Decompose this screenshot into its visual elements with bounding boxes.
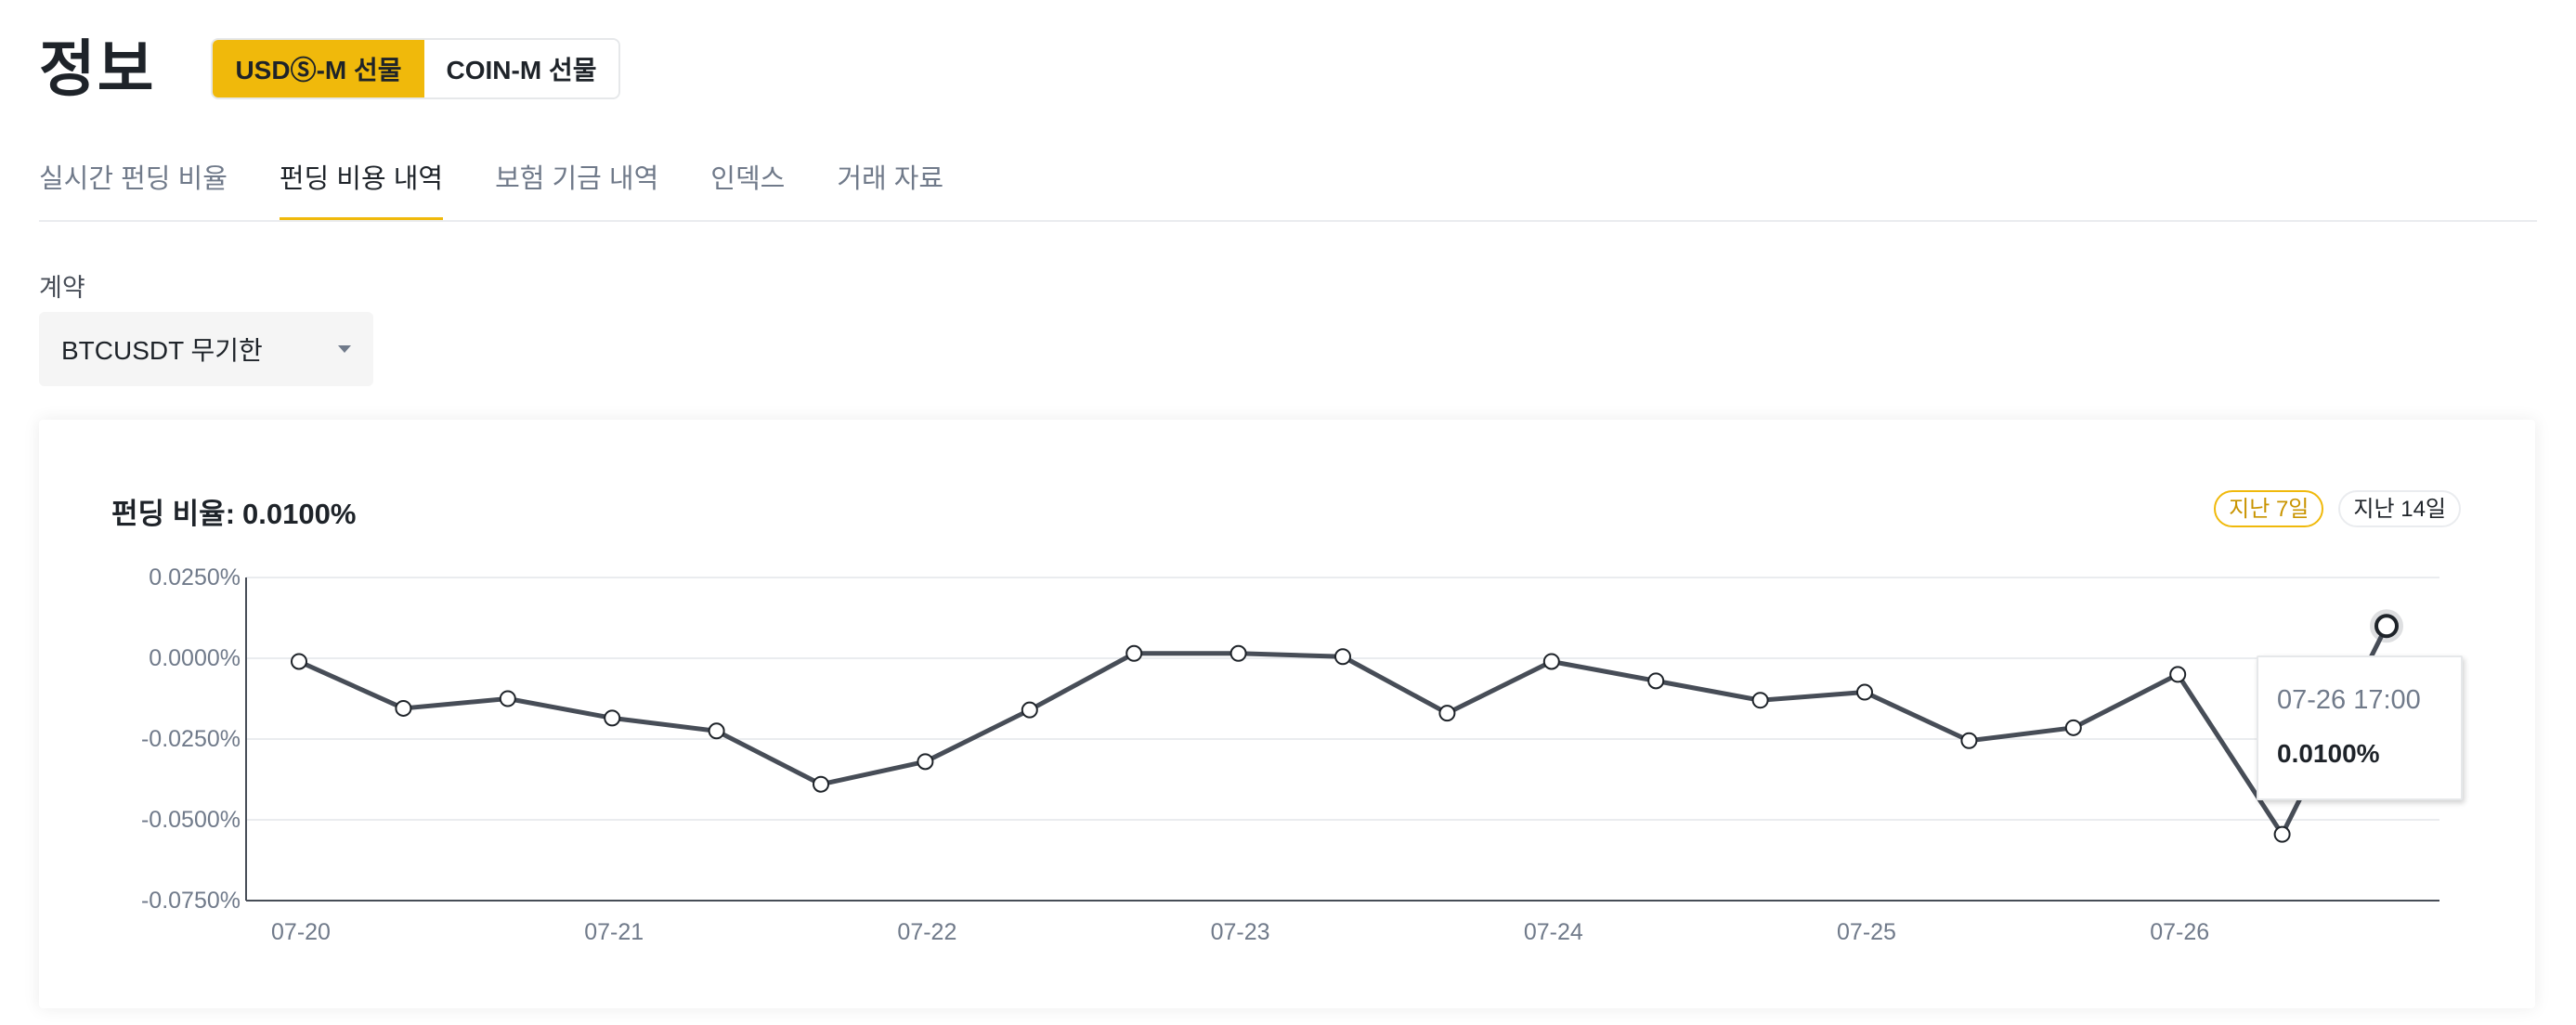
tab-insurance-fund-history[interactable]: 보험 기금 내역 [495, 164, 659, 194]
data-point [1751, 692, 1769, 709]
x-tick-label: 07-25 [1837, 919, 1896, 945]
coin-m-futures-button[interactable]: COIN-M 선물 [423, 40, 619, 97]
data-point [1542, 653, 1560, 670]
y-tick-label: 0.0250% [149, 564, 241, 590]
data-point [1125, 644, 1143, 662]
chart-title: 펀딩 비율: 0.0100% [111, 490, 356, 532]
data-point [813, 775, 829, 793]
data-point [1647, 672, 1665, 690]
tab-funding-rate-history[interactable]: 펀딩 비용 내역 [279, 158, 444, 221]
data-point [1021, 701, 1038, 719]
x-tick-label: 07-24 [1524, 919, 1583, 945]
y-tick-label: -0.0250% [141, 726, 241, 752]
highlight-data-point [2374, 614, 2399, 639]
data-point [708, 722, 725, 740]
tab-realtime-funding-rate[interactable]: 실시간 펀딩 비율 [39, 164, 228, 194]
range-14d-button[interactable]: 지난 14일 [2338, 490, 2461, 527]
data-point [917, 753, 934, 771]
page-title: 정보 [39, 34, 156, 103]
tab-index[interactable]: 인덱스 [710, 164, 786, 194]
tab-trading-data[interactable]: 거래 자료 [837, 164, 944, 194]
chart-tooltip: 07-26 17:00 0.0100% [2257, 655, 2463, 801]
contract-select[interactable]: BTCUSDT 무기한 [39, 312, 373, 386]
y-tick-label: -0.0750% [141, 888, 241, 914]
data-point [1438, 705, 1456, 722]
chart-title-value: 0.0100% [242, 498, 357, 530]
x-tick-label: 07-23 [1211, 919, 1270, 945]
contract-label: 계약 [39, 274, 85, 302]
data-point [604, 709, 621, 727]
data-point [499, 690, 516, 707]
data-point [1229, 644, 1247, 662]
range-7d-button[interactable]: 지난 7일 [2214, 490, 2324, 527]
data-point [395, 699, 412, 717]
page-header: 정보 USDⓈ-M 선물 COIN-M 선물 [39, 28, 621, 110]
tooltip-time: 07-26 17:00 [2277, 685, 2421, 716]
data-point [1960, 732, 1978, 749]
info-tabs: 실시간 펀딩 비율 펀딩 비용 내역 보험 기금 내역 인덱스 거래 자료 [39, 158, 995, 221]
y-tick-label: 0.0000% [149, 645, 241, 671]
data-point [2064, 719, 2082, 736]
contract-value: BTCUSDT 무기한 [61, 336, 263, 365]
futures-type-switch: USDⓈ-M 선물 COIN-M 선물 [211, 38, 621, 99]
funding-rate-chart-card: 펀딩 비율: 0.0100% 지난 7일 지난 14일 0.0250% 0.0000… [39, 420, 2535, 1008]
data-point [1856, 683, 1873, 701]
x-tick-label: 07-20 [271, 919, 331, 945]
x-tick-label: 07-26 [2150, 919, 2209, 945]
data-point [2273, 825, 2291, 843]
tooltip-value: 0.0100% [2277, 739, 2380, 769]
x-tick-label: 07-21 [584, 919, 644, 945]
caret-down-icon [338, 345, 351, 353]
tabs-divider [39, 220, 2537, 222]
y-tick-label: -0.0500% [141, 807, 241, 833]
data-point [2169, 666, 2187, 683]
usds-m-futures-button[interactable]: USDⓈ-M 선물 [213, 40, 424, 97]
x-tick-label: 07-22 [897, 919, 956, 945]
data-point [291, 653, 307, 670]
data-point [1334, 648, 1351, 666]
chart-title-label: 펀딩 비율: [111, 498, 236, 530]
funding-rate-line-chart[interactable]: 0.0250% 0.0000% -0.0250% -0.0500% -0.0750% 07… [39, 420, 2535, 1008]
range-buttons: 지난 7일 지난 14일 [2199, 490, 2461, 527]
